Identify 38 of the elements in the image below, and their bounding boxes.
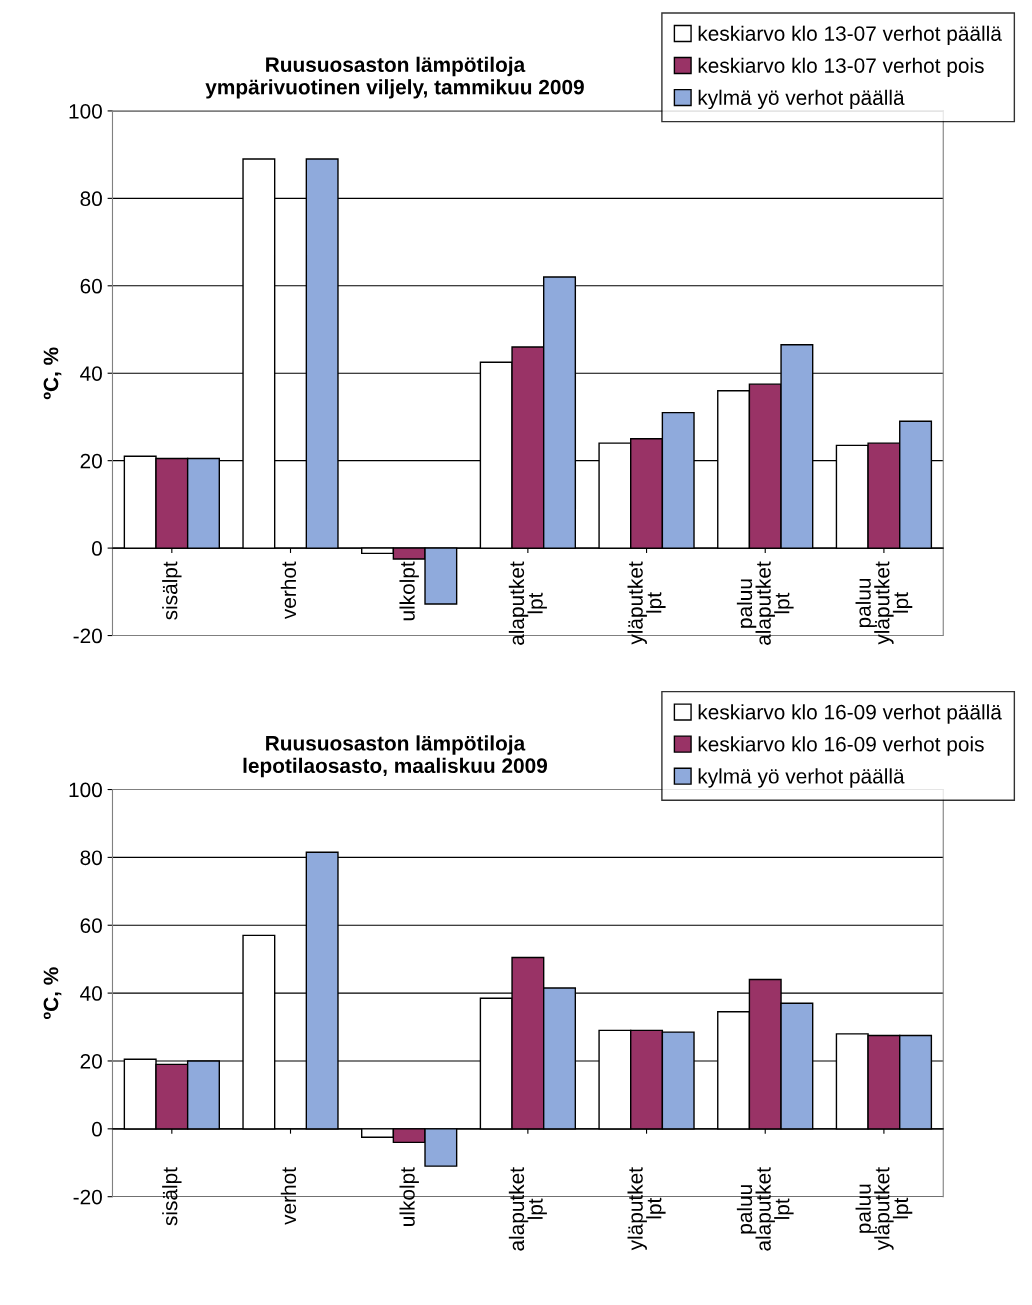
x-tick-label: ulkolpt: [399, 561, 419, 621]
y-tick-label: 20: [80, 453, 102, 469]
y-tick-label: 0: [91, 1121, 102, 1137]
y-axis-title: ºC, %: [43, 347, 62, 400]
legend-label: kylmä yö verhot päällä: [698, 768, 905, 788]
y-tick-label: 40: [80, 366, 102, 381]
legend-label: keskiarvo klo 16-09 verhot pois: [698, 736, 984, 756]
y-tick-label: 60: [80, 278, 102, 294]
x-tick-label: alaputket lpt: [508, 1167, 547, 1251]
x-tick-label: paluu yläputket lpt: [855, 1167, 913, 1251]
y-tick-label: 100: [69, 103, 102, 119]
x-tick-label: yläputket lpt: [627, 1167, 666, 1251]
y-tick-label: -20: [73, 1189, 102, 1205]
y-tick-label: 0: [91, 541, 102, 556]
x-tick-label: ulkolpt: [399, 1167, 419, 1226]
x-tick-label: alaputket lpt: [508, 561, 547, 645]
chart-title: Ruusuosaston lämpötiloja ympärivuotinen viljely, tammikuu 2009: [205, 56, 584, 99]
legend-label: kylmä yö verhot päällä: [698, 89, 905, 110]
x-tick-label: verhot: [280, 1167, 297, 1225]
y-tick-label: 60: [80, 918, 102, 933]
x-tick-label: verhot: [280, 561, 297, 620]
y-axis-title: ºC, %: [43, 967, 62, 1020]
x-tick-label: yläputket lpt: [627, 561, 666, 645]
y-tick-label: -20: [73, 628, 102, 644]
legend-label: keskiarvo klo 13-07 verhot pois: [698, 57, 984, 78]
y-tick-label: 40: [80, 986, 102, 1001]
y-tick-label: 80: [80, 191, 102, 207]
x-tick-label: paluu alaputket lpt: [736, 1167, 794, 1251]
y-tick-label: 20: [80, 1053, 102, 1069]
x-tick-label: sisälpt: [162, 1167, 182, 1226]
legend-label: keskiarvo klo 13-07 verhot päällä: [698, 25, 1002, 46]
legend-label: keskiarvo klo 16-09 verhot päällä: [698, 704, 1002, 724]
chart-title: Ruusuosaston lämpötiloja lepotilaosasto, maaliskuu 2009: [243, 735, 548, 778]
x-tick-label: paluu yläputket lpt: [855, 561, 913, 645]
x-tick-label: sisälpt: [162, 561, 182, 620]
y-tick-label: 80: [80, 850, 102, 866]
y-tick-label: 100: [69, 782, 102, 798]
x-tick-label: paluu alaputket lpt: [736, 561, 794, 645]
